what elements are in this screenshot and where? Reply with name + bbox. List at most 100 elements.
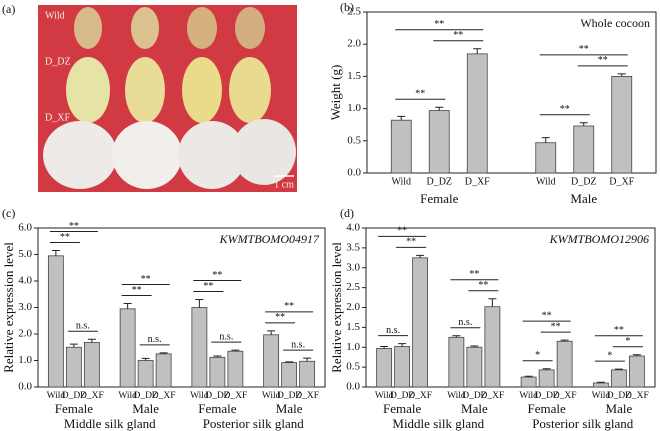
group-label: Male [606, 401, 633, 416]
bar [466, 53, 488, 174]
significance-label: n.s. [386, 325, 400, 336]
error-bar [524, 375, 533, 378]
y-tick-label: 4.0 [18, 275, 32, 287]
panel-label: (c) [2, 206, 15, 220]
cocoon [112, 121, 182, 189]
cocoon [131, 7, 159, 49]
y-tick-label: 0.0 [18, 381, 32, 393]
significance-label: ** [579, 44, 589, 55]
y-tick-label: 4.0 [346, 222, 360, 234]
y-tick-label: 2.0 [347, 38, 361, 50]
error-bar [69, 343, 78, 348]
row-label: D_XF [45, 112, 70, 123]
significance-label: ** [212, 270, 222, 281]
x-tick-label: D_XF [80, 391, 104, 401]
bar [209, 356, 226, 388]
significance-label: ** [434, 19, 444, 30]
significance-label: ** [60, 232, 70, 243]
bar [83, 342, 100, 388]
x-tick-label: D_DZ [534, 391, 558, 401]
significance-label: ** [453, 30, 463, 41]
cocoon [187, 7, 217, 49]
x-tick-label: D_XF [408, 391, 432, 401]
x-tick-label: D_XF [223, 391, 247, 401]
significance-label: * [607, 350, 612, 361]
panel-label: (a) [2, 2, 15, 16]
bar [47, 255, 64, 388]
significance-label: ** [614, 325, 624, 336]
significance-label: ** [406, 237, 416, 248]
error-bar [470, 345, 479, 348]
bar [556, 340, 573, 388]
error-bar [435, 106, 444, 111]
error-bar [398, 343, 407, 347]
bar [535, 142, 557, 174]
y-axis-label: Weight (g) [328, 65, 343, 121]
error-bar [159, 352, 168, 354]
cocoon [66, 57, 110, 123]
row-label: Wild [45, 10, 65, 21]
bar [573, 125, 595, 174]
x-tick-label: Wild [47, 391, 66, 401]
x-tick-label: Wild [375, 391, 394, 401]
significance-label: ** [598, 55, 608, 66]
error-bar [303, 357, 312, 362]
y-tick-label: 6.0 [18, 222, 32, 234]
y-tick-label: 1.0 [18, 354, 32, 366]
significance-label: ** [469, 269, 479, 280]
y-tick-label: 3.0 [18, 301, 32, 313]
x-tick-label: D_XF [553, 391, 577, 401]
x-tick-label: D_DZ [62, 391, 86, 401]
tissue-label: Middle silk gland [64, 416, 156, 431]
x-tick-label: D_XF [152, 391, 176, 401]
error-bar [614, 368, 623, 370]
bar [376, 348, 393, 388]
cocoon [182, 57, 222, 123]
bar [281, 362, 298, 388]
error-bar [123, 303, 132, 309]
error-bar [141, 357, 150, 361]
tissue-label: Middle silk gland [392, 416, 484, 431]
bar [412, 257, 429, 388]
x-tick-label: Wild [536, 176, 556, 187]
bar [65, 346, 82, 388]
error-bar [560, 339, 569, 342]
x-tick-label: D_DZ [277, 391, 301, 401]
bar [137, 360, 154, 388]
scale-label: 1 cm [274, 179, 294, 190]
significance-label: ** [284, 301, 294, 312]
significance-label: ** [203, 281, 213, 292]
bar [592, 382, 609, 388]
significance-label: n.s. [76, 321, 90, 332]
group-label: Male [132, 401, 159, 416]
group-label: Female [198, 401, 236, 416]
significance-label: ** [397, 226, 407, 237]
x-tick-label: D_DZ [462, 391, 486, 401]
group-label: Female [420, 191, 458, 206]
significance-label: ** [542, 310, 552, 321]
error-bar [195, 299, 204, 308]
cocoon [74, 7, 102, 49]
x-tick-label: D_DZ [607, 391, 631, 401]
y-tick-label: 0.0 [347, 167, 361, 179]
significance-label: ** [69, 221, 79, 232]
significance-label: n.s. [458, 317, 472, 328]
cocoon [229, 57, 271, 123]
bar [119, 308, 136, 388]
bar [299, 360, 316, 388]
y-tick-label: 1.0 [346, 341, 360, 353]
error-bar [267, 330, 276, 335]
bar [428, 110, 450, 174]
x-tick-label: D_DZ [571, 176, 597, 187]
significance-label: ** [478, 280, 488, 291]
x-tick-label: D_XF [625, 391, 649, 401]
chart-title: KWMTBOMO04917 [219, 232, 320, 246]
significance-label: ** [560, 104, 570, 115]
significance-label: n.s. [219, 331, 233, 342]
tissue-label: Posterior silk gland [203, 416, 305, 431]
error-bar [488, 298, 497, 307]
significance-label: ** [275, 312, 285, 323]
error-bar [416, 254, 425, 258]
group-label: Male [570, 191, 597, 206]
